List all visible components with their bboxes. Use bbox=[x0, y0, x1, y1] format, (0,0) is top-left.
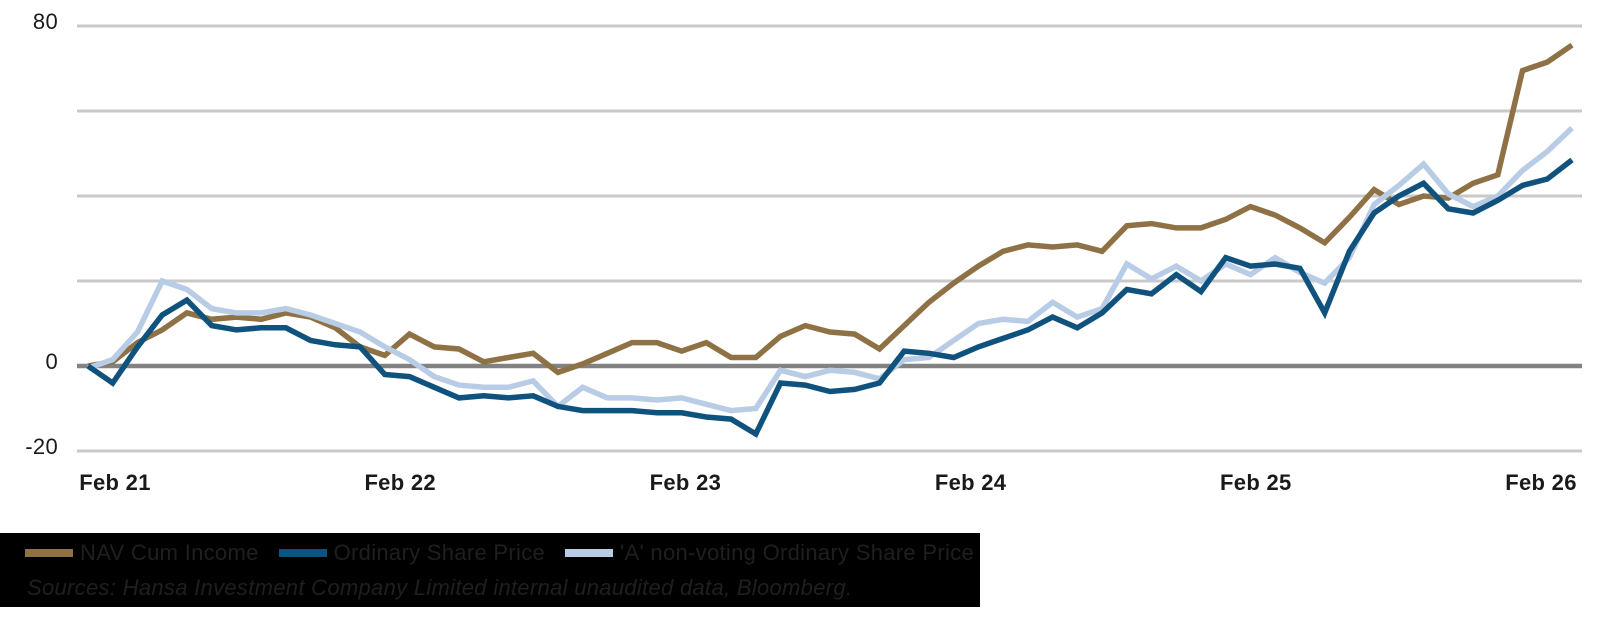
y-axis-label: 80 bbox=[32, 9, 58, 34]
legend-label: 'A' non-voting Ordinary Share Price bbox=[620, 540, 974, 565]
chart-plot-area: 80 0 -20 Feb 21 Feb 22 Feb 23 Feb 24 Feb 25 Feb … bbox=[25, 9, 1582, 495]
x-axis-label: Feb 26 bbox=[1505, 470, 1577, 495]
a-non-voting-swatch-icon bbox=[565, 549, 614, 557]
legend-item-nav-cum-income: NAV Cum Income bbox=[25, 540, 259, 566]
x-axis-label: Feb 24 bbox=[934, 470, 1007, 495]
series-line-a-non-voting-ordinary-share-price bbox=[87, 126, 1574, 414]
y-axis-label: -20 bbox=[25, 434, 58, 459]
nav-cum-income-swatch-icon bbox=[25, 549, 73, 557]
x-axis-label: Feb 21 bbox=[79, 470, 151, 495]
chart-canvas bbox=[77, 24, 1582, 453]
x-axis-label: Feb 23 bbox=[649, 470, 722, 495]
legend-label: Ordinary Share Price bbox=[333, 540, 546, 565]
series-line-nav-cum-income bbox=[87, 42, 1574, 376]
sources-note: Sources: Hansa Investment Company Limite… bbox=[27, 575, 853, 600]
y-axis-label: 0 bbox=[45, 349, 58, 374]
legend-row: NAV Cum Income Ordinary Share Price 'A' … bbox=[0, 533, 980, 566]
legend-item-a-non-voting: 'A' non-voting Ordinary Share Price bbox=[565, 540, 974, 566]
x-axis-label: Feb 25 bbox=[1220, 470, 1292, 495]
ordinary-share-price-swatch-icon bbox=[278, 549, 327, 557]
x-axis-label: Feb 22 bbox=[364, 470, 436, 495]
legend-label: NAV Cum Income bbox=[80, 540, 259, 565]
series-line-ordinary-share-price bbox=[86, 157, 1574, 438]
legend-item-ordinary-share-price: Ordinary Share Price bbox=[278, 540, 546, 566]
legend: NAV Cum Income Ordinary Share Price 'A' … bbox=[0, 533, 980, 607]
